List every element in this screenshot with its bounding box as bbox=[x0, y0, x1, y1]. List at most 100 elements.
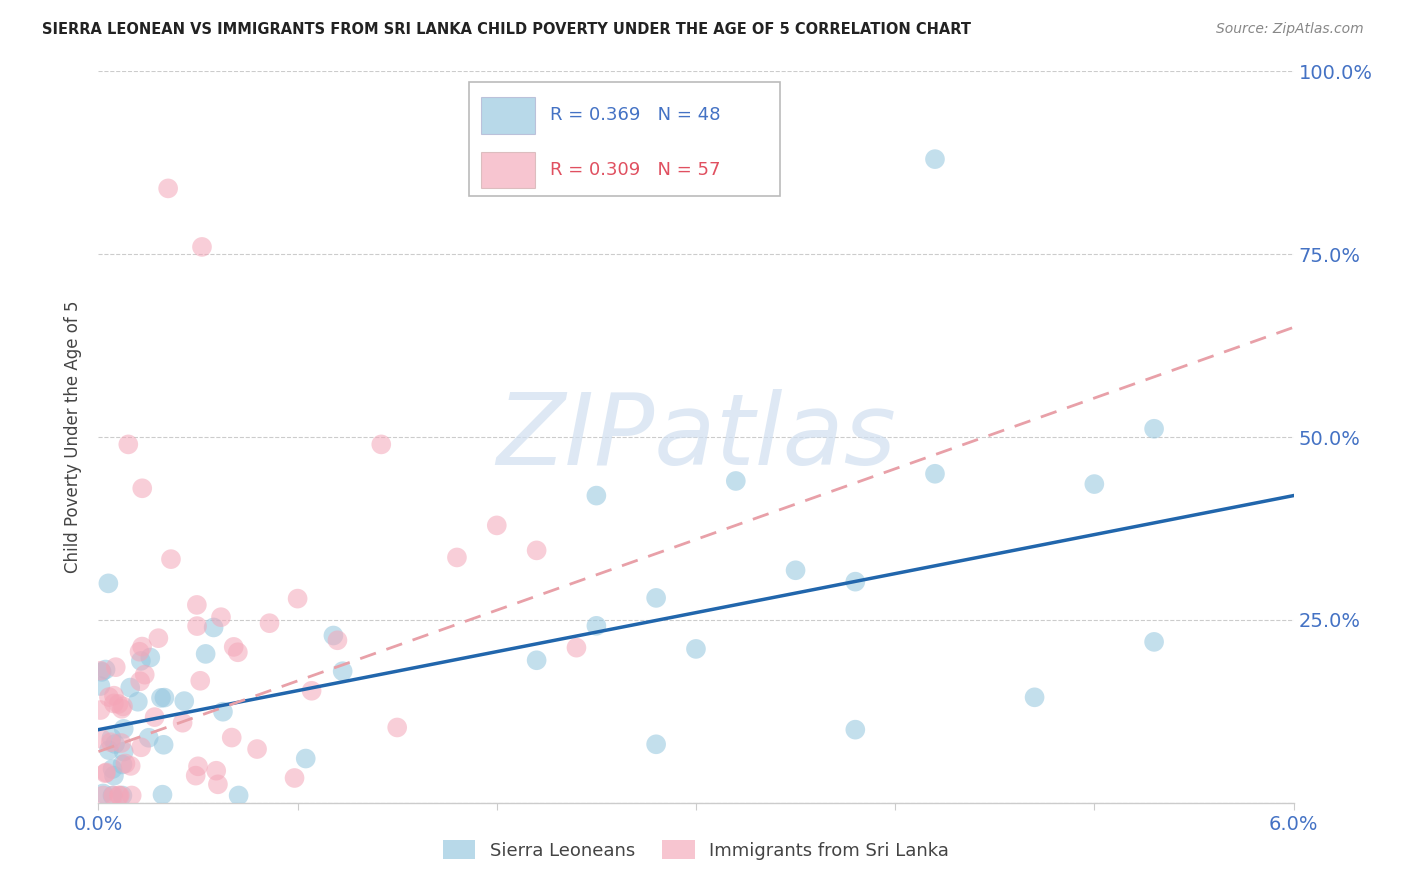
Point bbox=[90, 664, 112, 678]
Point bbox=[844, 574, 866, 589]
Point bbox=[246, 742, 269, 756]
Point bbox=[332, 664, 354, 678]
Point bbox=[139, 650, 162, 665]
Point bbox=[485, 518, 508, 533]
Point bbox=[89, 703, 111, 717]
Point bbox=[104, 660, 127, 674]
Point bbox=[112, 745, 135, 759]
FancyBboxPatch shape bbox=[470, 82, 780, 195]
Point bbox=[301, 683, 323, 698]
Point bbox=[194, 647, 217, 661]
Point bbox=[173, 694, 195, 708]
Point bbox=[172, 715, 194, 730]
Point bbox=[103, 769, 125, 783]
Point bbox=[112, 722, 135, 736]
Point bbox=[191, 240, 214, 254]
Point bbox=[157, 181, 180, 195]
Point bbox=[131, 640, 153, 654]
Point bbox=[283, 771, 305, 785]
Point bbox=[645, 591, 668, 605]
Text: ZIPatlas: ZIPatlas bbox=[496, 389, 896, 485]
Point bbox=[101, 789, 124, 803]
Point bbox=[103, 697, 125, 711]
Point bbox=[138, 731, 160, 745]
FancyBboxPatch shape bbox=[481, 152, 534, 188]
Point bbox=[120, 759, 142, 773]
Point bbox=[112, 699, 135, 714]
Point bbox=[685, 641, 707, 656]
Point bbox=[104, 737, 127, 751]
Point bbox=[89, 679, 111, 693]
Point bbox=[103, 689, 125, 703]
Point bbox=[924, 467, 946, 481]
Point bbox=[97, 690, 120, 704]
Point bbox=[1143, 635, 1166, 649]
Text: R = 0.369   N = 48: R = 0.369 N = 48 bbox=[550, 105, 721, 123]
Point bbox=[785, 563, 807, 577]
Point bbox=[385, 721, 409, 735]
Point bbox=[107, 697, 129, 711]
Point bbox=[205, 764, 228, 778]
Point bbox=[110, 736, 132, 750]
Point bbox=[188, 673, 211, 688]
Point bbox=[117, 437, 139, 451]
Point bbox=[446, 550, 468, 565]
Point bbox=[1143, 422, 1166, 436]
Point bbox=[100, 735, 122, 749]
Point bbox=[121, 789, 143, 803]
Point bbox=[209, 610, 232, 624]
Point bbox=[184, 769, 207, 783]
Point bbox=[131, 481, 153, 495]
Point bbox=[186, 619, 208, 633]
Point bbox=[186, 598, 208, 612]
Point bbox=[111, 702, 134, 716]
Point bbox=[129, 740, 152, 755]
Point bbox=[287, 591, 309, 606]
Point bbox=[259, 616, 281, 631]
Point bbox=[222, 640, 245, 654]
Point bbox=[294, 751, 316, 765]
Point bbox=[585, 489, 607, 503]
Point bbox=[100, 731, 122, 745]
Point bbox=[111, 789, 134, 803]
Point bbox=[153, 690, 176, 705]
Point bbox=[152, 738, 174, 752]
Point bbox=[94, 663, 117, 677]
Point bbox=[101, 762, 124, 776]
Point bbox=[91, 789, 114, 803]
Point bbox=[114, 756, 136, 771]
Point bbox=[143, 710, 166, 724]
FancyBboxPatch shape bbox=[481, 97, 534, 134]
Text: R = 0.309   N = 57: R = 0.309 N = 57 bbox=[550, 161, 721, 179]
Point bbox=[129, 674, 152, 689]
Point bbox=[111, 757, 134, 772]
Point bbox=[1024, 690, 1046, 705]
Point bbox=[108, 789, 131, 803]
Point bbox=[924, 152, 946, 166]
Point bbox=[150, 690, 173, 705]
Text: Source: ZipAtlas.com: Source: ZipAtlas.com bbox=[1216, 22, 1364, 37]
Point bbox=[97, 576, 120, 591]
Point bbox=[108, 789, 131, 803]
Point bbox=[221, 731, 243, 745]
Point bbox=[120, 681, 142, 695]
Point bbox=[127, 695, 149, 709]
Point bbox=[90, 665, 112, 679]
Point bbox=[90, 731, 112, 746]
Point bbox=[565, 640, 588, 655]
Point bbox=[103, 789, 125, 803]
Point bbox=[645, 737, 668, 751]
Y-axis label: Child Poverty Under the Age of 5: Child Poverty Under the Age of 5 bbox=[65, 301, 83, 574]
Legend: Sierra Leoneans, Immigrants from Sri Lanka: Sierra Leoneans, Immigrants from Sri Lan… bbox=[436, 833, 956, 867]
Point bbox=[526, 543, 548, 558]
Point bbox=[91, 787, 114, 801]
Point bbox=[226, 645, 249, 659]
Point bbox=[202, 620, 225, 634]
Point bbox=[526, 653, 548, 667]
Point bbox=[148, 631, 170, 645]
Point bbox=[128, 645, 150, 659]
Point bbox=[94, 765, 117, 780]
Point bbox=[844, 723, 866, 737]
Point bbox=[585, 619, 607, 633]
Text: SIERRA LEONEAN VS IMMIGRANTS FROM SRI LANKA CHILD POVERTY UNDER THE AGE OF 5 COR: SIERRA LEONEAN VS IMMIGRANTS FROM SRI LA… bbox=[42, 22, 972, 37]
